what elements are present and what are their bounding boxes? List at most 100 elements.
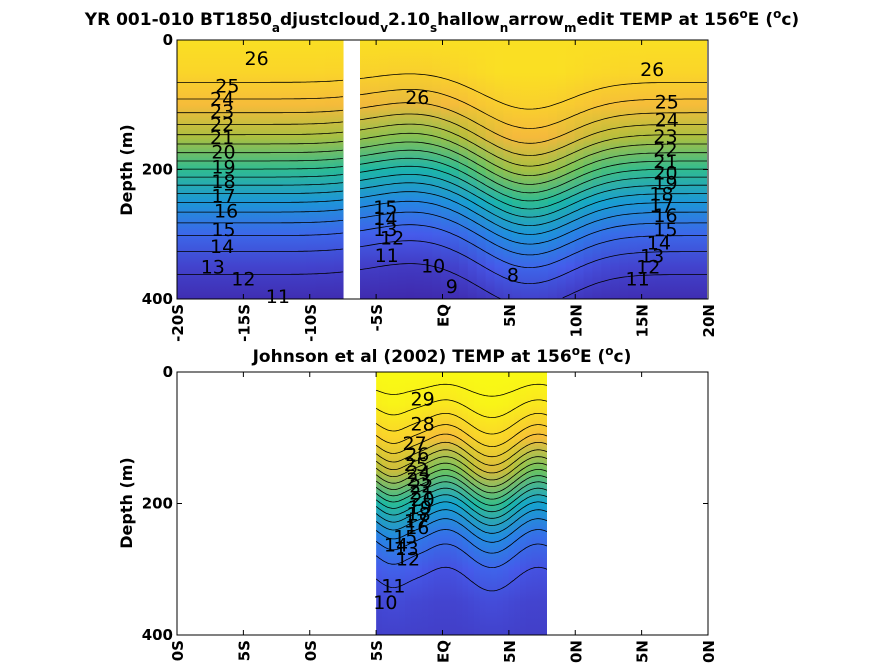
top-heatmap-right (360, 40, 707, 299)
y-tick-label: 200 (142, 161, 173, 179)
heatmap-strip (324, 40, 335, 299)
heatmap-strip (278, 40, 289, 299)
heatmap-strip (370, 40, 380, 299)
heatmap-strip (405, 40, 416, 299)
contour-label: 20 (211, 141, 235, 163)
contour-label: 21 (409, 482, 433, 504)
contour-label: 22 (409, 476, 433, 498)
heatmap-strip (583, 40, 593, 299)
heatmap-strip (427, 372, 435, 635)
heatmap-strip (378, 40, 389, 299)
contour-label: 12 (636, 257, 660, 279)
bottom-y-ticks: 0 200 400 (142, 363, 708, 644)
top-contour-lines-left (177, 79, 343, 275)
x-tick-label: 5S (235, 640, 253, 661)
top-x-ticks: -20S -15S -10S -5S EQ 5N 10N 15N 20N (169, 40, 718, 342)
contour-label: 19 (408, 497, 432, 519)
y-tick-label: 200 (142, 495, 173, 513)
contour-label: 26 (405, 87, 429, 109)
heatmap-strip (259, 40, 270, 299)
contour-label: 19 (653, 173, 677, 195)
contour-label: 10 (373, 592, 397, 614)
contour-label: 17 (211, 185, 235, 207)
contour-label: 13 (373, 219, 397, 241)
x-tick-label: 5N (501, 304, 519, 327)
contour-line (177, 248, 343, 252)
x-tick-label: 0N (700, 640, 718, 663)
contour-line (376, 487, 547, 513)
heatmap-strip (537, 372, 544, 635)
bottom-contour-lines (376, 383, 547, 592)
contour-line (177, 219, 343, 224)
x-tick-label: 0N (567, 640, 585, 663)
contour-label: 9 (446, 276, 458, 298)
contour-label: 29 (411, 388, 435, 410)
heatmap-strip (502, 372, 510, 635)
contour-label: 12 (231, 268, 255, 290)
contour-line (376, 456, 547, 481)
heatmap-strip (396, 40, 407, 299)
contour-label: 17 (404, 511, 428, 533)
heatmap-strip (410, 372, 417, 635)
contour-line (360, 132, 707, 177)
y-tick-label: 0 (163, 363, 173, 381)
contour-line (376, 529, 547, 554)
contour-label: 26 (640, 59, 664, 81)
heatmap-strip (610, 40, 620, 299)
heatmap-strip (476, 40, 487, 299)
contour-line (177, 96, 343, 100)
heatmap-strip (387, 372, 394, 635)
heatmap-strip (508, 372, 515, 635)
bottom-panel: Johnson et al (2002) TEMP at 156oE (oc) … (117, 344, 718, 663)
contour-label: 23 (407, 469, 431, 491)
contour-label: 12 (380, 228, 404, 250)
contour-label: 28 (411, 413, 435, 435)
heatmap-strip (361, 40, 371, 299)
contour-line (376, 433, 547, 458)
heatmap-strip (491, 372, 498, 635)
contour-line (360, 174, 707, 218)
x-tick-label: -15S (235, 304, 253, 342)
contour-line (360, 149, 707, 194)
heatmap-strip (422, 372, 429, 635)
heatmap-strip (521, 40, 531, 299)
contour-line (376, 449, 547, 474)
contour-label: 27 (403, 433, 427, 455)
contour-label: 20 (411, 489, 435, 511)
y-tick-label: 400 (142, 290, 173, 308)
heatmap-strip (468, 372, 475, 635)
heatmap-strip (458, 40, 469, 299)
x-tick-label: EQ (435, 304, 453, 327)
heatmap-strip (439, 372, 446, 635)
contour-label: 19 (211, 156, 235, 178)
contour-label: 15 (393, 526, 417, 548)
contour-label: 16 (405, 517, 429, 539)
contour-label: 14 (647, 233, 671, 255)
contour-line (360, 200, 707, 245)
top-contour-lines-right (360, 73, 707, 299)
contour-label: 22 (653, 139, 677, 161)
contour-label: 14 (210, 236, 234, 258)
contour-line (177, 166, 343, 170)
top-y-ticks: 0 200 400 (142, 31, 708, 308)
contour-line (177, 190, 343, 194)
heatmap-strip (539, 40, 549, 299)
heatmap-strip (494, 40, 505, 299)
contour-line (177, 182, 343, 186)
contour-line (177, 199, 343, 203)
contour-label: 12 (396, 549, 420, 571)
contour-label: 13 (201, 257, 225, 279)
contour-label: 10 (421, 255, 445, 277)
contour-label: 11 (375, 245, 399, 267)
contour-label: 25 (215, 75, 239, 97)
heatmap-strip (269, 40, 280, 299)
contour-line (376, 543, 547, 568)
heatmap-strip (393, 372, 400, 635)
heatmap-strip (399, 372, 406, 635)
contour-label: 26 (405, 444, 429, 466)
top-title: YR 001-010 BT1850adjustcloudv2.10shallow… (84, 7, 799, 35)
x-tick-label: -20S (169, 304, 187, 342)
contour-label: 24 (407, 462, 431, 484)
heatmap-strip (514, 372, 521, 635)
